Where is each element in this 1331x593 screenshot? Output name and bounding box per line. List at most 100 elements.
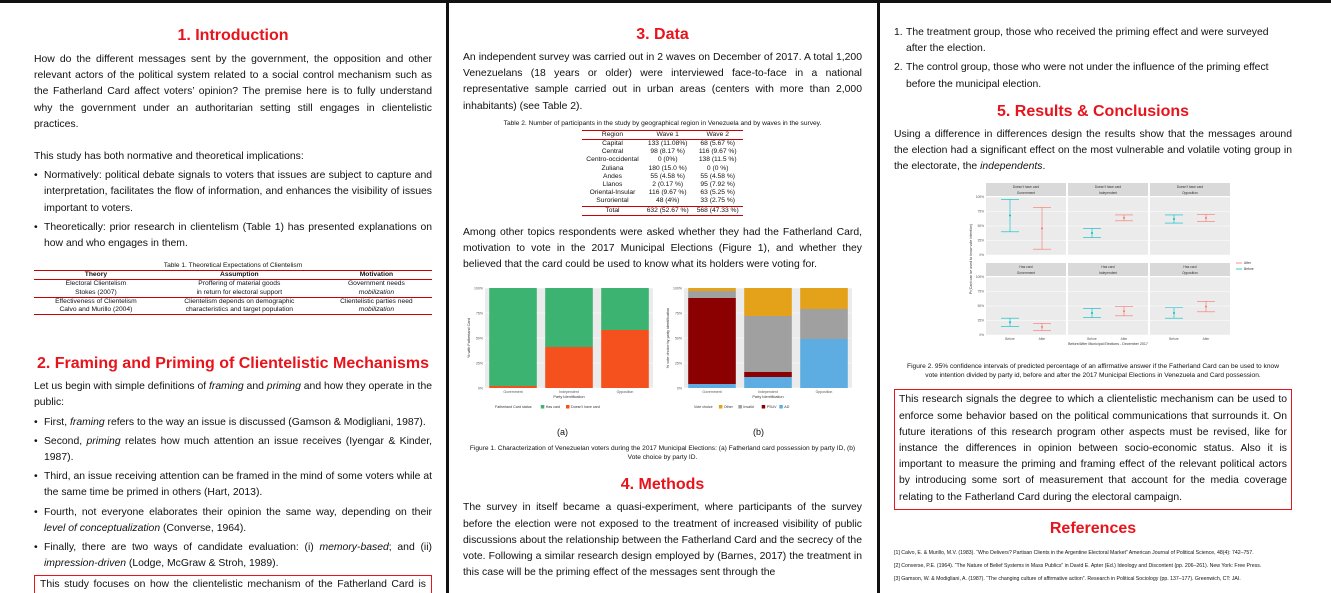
table-row: Electoral Clientelism Proffering of mate… [34,280,432,289]
normative-bullet: Normatively: political debate signals to… [44,170,432,214]
table-cell: 116 (9.67 %) [698,148,737,156]
fig2-facet-strip [986,263,1066,277]
fig1a-bar-segment [489,288,537,387]
table-cell: mobilization [320,306,432,316]
table-header-row: Theory Assumption Motivation [34,270,432,281]
table-total-row: Total 632 (52.67 %) 568 (47.33 %) [582,205,743,216]
fig1a-x-tick-label: Independent [559,390,578,394]
fig1a-bar-segment [601,330,649,389]
fig1a-bar-segment [545,347,593,389]
fig2-y-tick-label: 0% [979,334,984,338]
fig2-facet-row-label: Has card [1183,265,1196,269]
fig1b-legend-title: Vote choice [694,405,713,409]
table-cell: 63 (5.25 %) [700,189,735,197]
figure1b-label: (b) [753,427,764,438]
fig2-y-tick-label: 100% [976,196,984,200]
fig2-y-tick-label: 100% [976,276,984,280]
fig1b-bar-segment [744,316,792,373]
table-cell: 133 (11.08%) [647,140,688,148]
fig1b-bar-segment [800,288,848,310]
fig1a-y-axis-label: % with Fatherland Card [467,319,471,359]
fig2-x-axis-label: Before/After Municipal Elections - Decem… [1068,342,1148,346]
fig2-facet-col-label: Independent [1099,191,1117,195]
fig2-facet-col-label: Government [1017,271,1035,275]
table-header-cell: Wave 1 [642,129,693,141]
references-heading: References [1049,519,1137,537]
table-row: Llanos 2 (0.17 %) 95 (7.92 %) [582,181,742,189]
table-cell: 0 (0 %) [706,164,729,172]
fig2-point [1091,232,1093,235]
fig1b-bar-segment [744,377,792,389]
fig2-legend-label: Before [1244,268,1254,272]
fig2-facet-row-label: Doesn't have card [1013,185,1040,189]
table-header-cell: Region [582,129,643,141]
framing-list: First, framing refers to the way an issu… [34,415,432,573]
fig2-x-tick-label: After [1203,337,1211,341]
fig1a-legend-swatch [566,405,570,409]
column-divider-right [877,3,880,593]
results-heading: 5. Results & Conclusions [996,102,1190,120]
list-item: 1. The treatment group, those who receive… [894,27,1269,55]
fig1b-y-axis-label: % vote choice by party identification [666,308,670,368]
table-row: Oriental-Insular 116 (9.67 %) 63 (5.25 %) [582,189,742,197]
fig2-point [1173,218,1175,221]
table-cell: 98 (8.17 %) [650,148,685,156]
fig2-y-axis-label: Pr(Card can be used to know vote intenti… [969,224,973,294]
fig1a-y-tick-label: 100% [474,287,483,291]
fig2-point [1173,312,1175,315]
column-left: 1. Introduction How do the different mes… [34,3,432,593]
fig1a-y-tick-label: 50% [476,337,483,341]
table-cell: Stokes (2007) [34,288,158,298]
list-item: Theoretically: prior research in cliente… [34,220,432,252]
table-cell: 33 (2.75 %) [700,197,735,205]
table-row: Andes 55 (4.58 %) 55 (4.58 %) [582,173,742,181]
table-cell: 55 (4.58 %) [650,172,685,180]
list-item: Third, an issue receiving attention can … [34,469,432,501]
table-cell: Electoral Clientelism [65,280,127,288]
table-cell: Effectiveness of Clientelism [55,297,137,305]
fig2-facet-strip [986,183,1066,197]
fig2-facet-col-label: Opposition [1182,271,1198,275]
conclusion-box: This research signals the degree to whic… [894,389,1292,510]
fig1b-bar-segment [688,288,736,292]
fig1b-legend-swatch [761,405,766,409]
table-cell: 632 (52.67 %) [642,205,693,216]
framing-highlight-box: This study focuses on how the clientelis… [34,575,432,593]
intro-paragraph: How do the different messages sent by th… [34,54,432,130]
fig2-facet-strip [1068,263,1148,277]
fig1b-y-tick-label: 75% [675,312,682,316]
list-item: First, framing refers to the way an issu… [34,415,432,431]
fig1b-legend-label: PSUV [767,405,777,409]
fig1b-x-axis-label: Party Identification [752,395,783,399]
table2: Region Wave 1 Wave 2 Capital 133 (11.08%)… [582,129,743,216]
table-cell: 568 (47.33 %) [692,205,743,216]
table-cell: characteristics and target population [157,306,321,316]
fig1b-legend-label: Other [724,405,734,409]
fig1b-bar-segment [688,384,736,389]
table-cell: Government needs [347,280,405,288]
fig1b-bar-segment [800,309,848,340]
table-cell: 0 (0%) [657,156,678,164]
list-item: Fourth, not everyone elaborates their op… [34,505,432,537]
table-row: Central 98 (8.17 %) 116 (9.67 %) [582,148,742,156]
figure1a-chart: 0% 25% 50% 75% 100% Government Independent Oppo… [467,287,653,409]
data-heading: 3. Data [636,26,689,43]
table-cell: 116 (9.67 %) [648,189,687,197]
theoretical-bullet: Theoretically: prior research in cliente… [44,221,432,250]
table-cell: in return for electoral support [157,288,321,298]
table-cell: Clientelism depends on demographic [184,297,295,305]
fig2-point [1009,321,1011,324]
table-cell: mobilization [320,288,432,298]
control-group-item: The control group, those who were not un… [906,62,1269,90]
table-cell: 68 (5.67 %) [700,140,735,148]
fig1a-legend-label: Doesn't have card [571,405,600,409]
table-header-cell: Assumption [157,270,321,281]
table-row: Stokes (2007) in return for electoral su… [34,288,432,298]
fig1a-bar-segment [601,288,649,331]
table-cell: 48 (4%) [655,197,680,205]
list-item: Finally, there are two ways of candidate… [34,540,432,572]
fig1b-y-tick-label: 25% [675,362,682,366]
fig2-point [1091,312,1093,315]
fig1b-x-tick-label: Government [702,390,721,394]
implications-paragraph: This study has both normative and theore… [34,151,304,163]
